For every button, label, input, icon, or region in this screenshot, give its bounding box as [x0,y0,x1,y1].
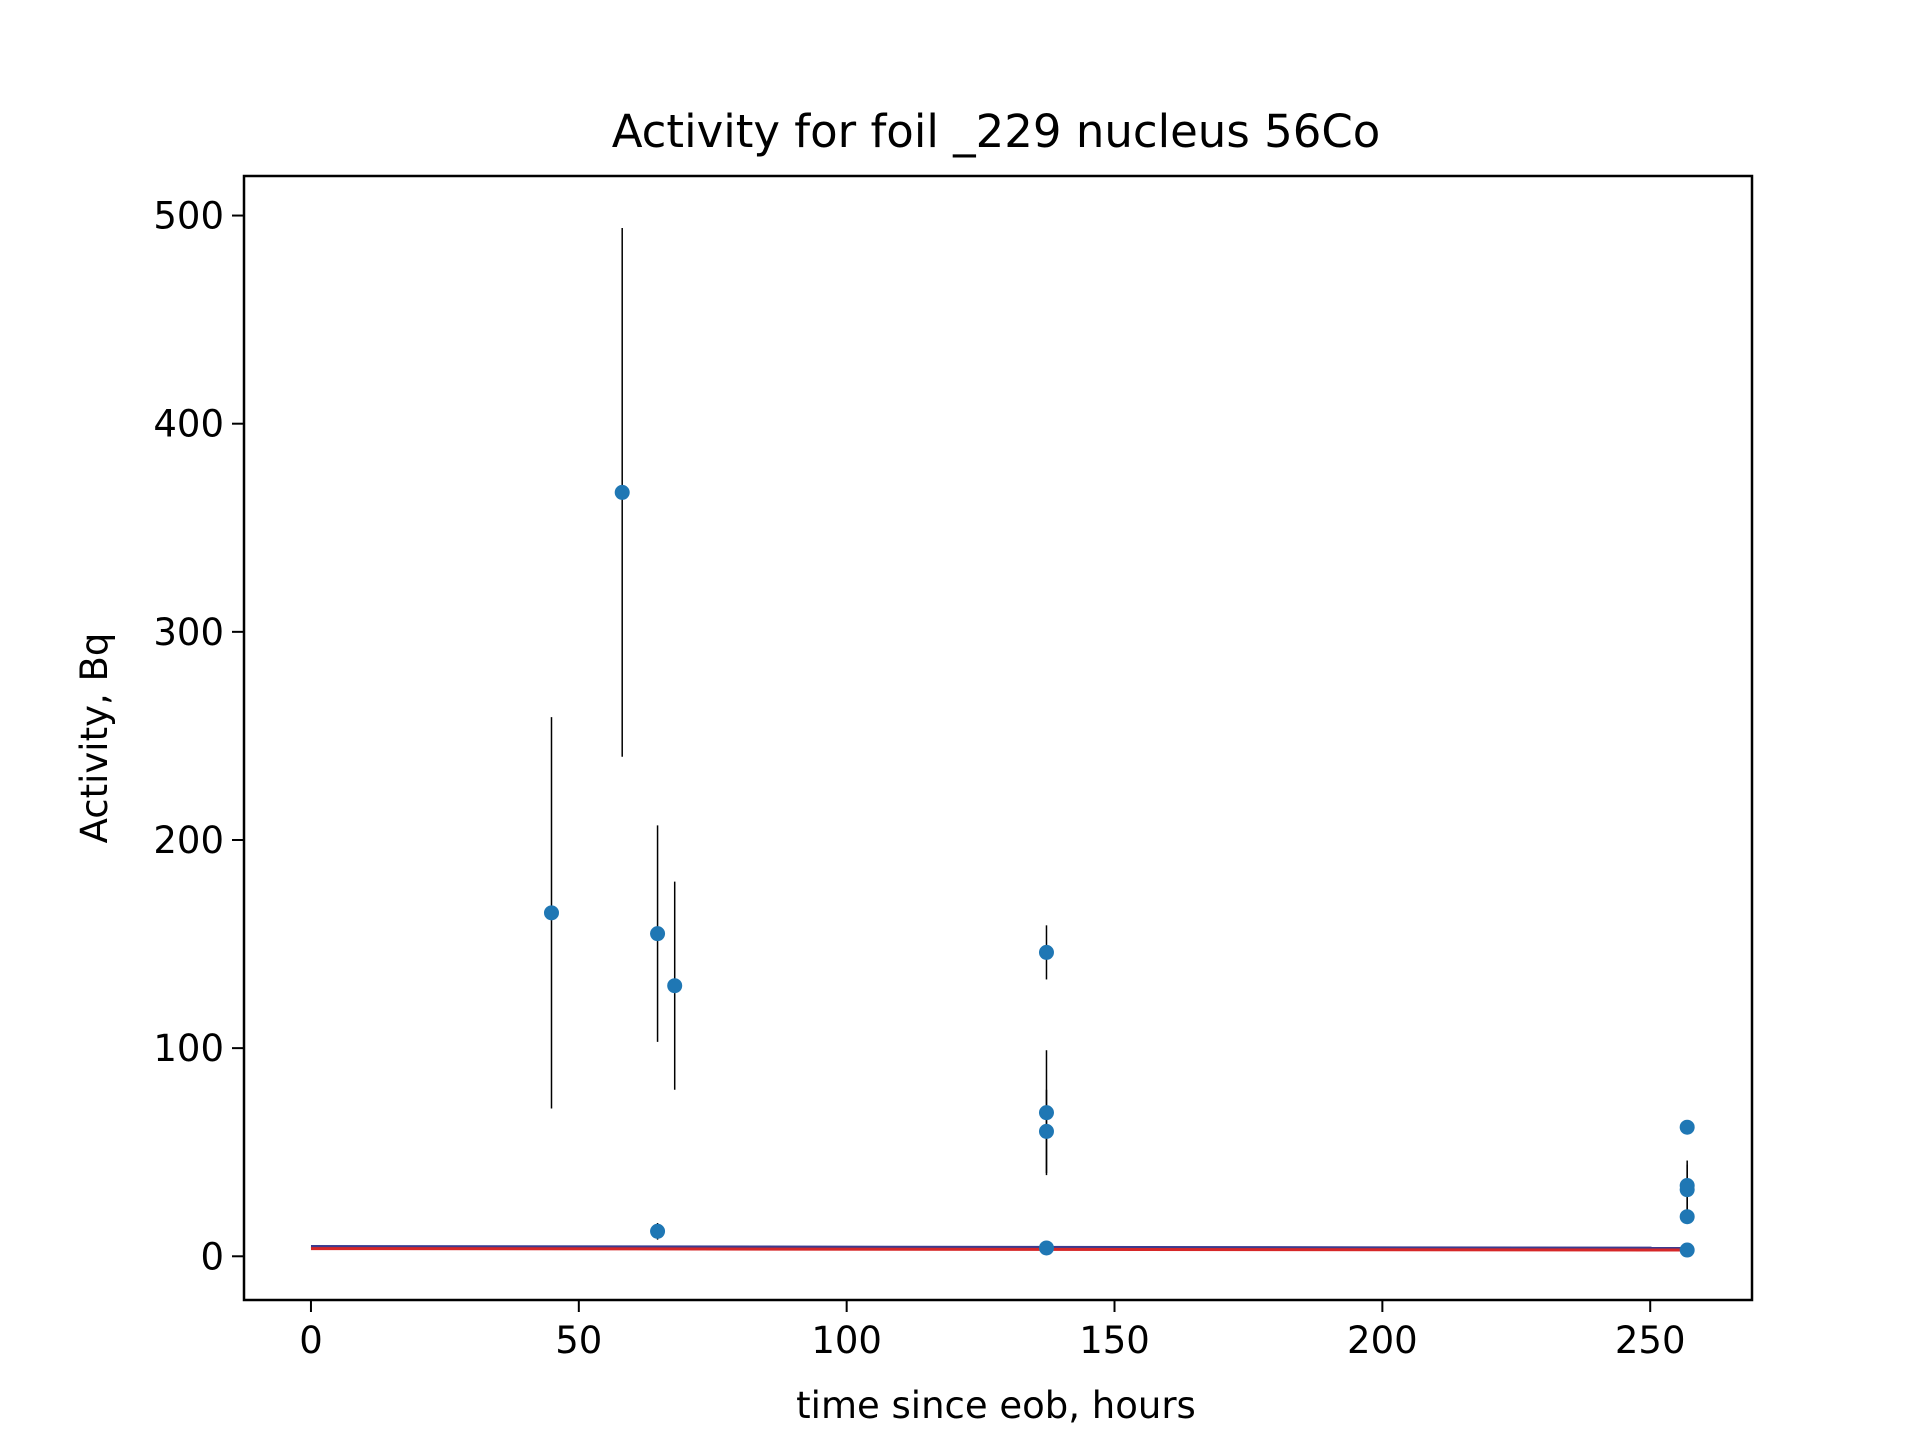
x-tick-label: 250 [1615,1319,1686,1362]
x-tick-label: 200 [1347,1319,1418,1362]
data-point [1679,1209,1695,1225]
x-tick-label: 0 [299,1319,323,1362]
data-point [1679,1182,1695,1198]
x-tick-label: 100 [811,1319,882,1362]
data-point [1038,1105,1054,1121]
plot-frame [242,174,1754,1302]
fit-line [310,1245,1688,1250]
x-axis: 0 50 100 150 200 250 [299,1300,1686,1362]
data-point [1679,1242,1695,1258]
data-point [614,484,630,500]
data-point [1679,1119,1695,1135]
y-tick-label: 400 [153,403,224,446]
y-axis: 0 100 200 300 400 500 [153,195,244,1278]
data-point [543,905,559,921]
data-point [650,926,666,942]
chart-title: Activity for foil _229 nucleus 56Co [612,105,1381,158]
data-point [1038,1240,1054,1256]
y-tick-label: 100 [153,1027,224,1070]
data-point [650,1223,666,1239]
y-tick-label: 500 [153,195,224,238]
x-tick-label: 50 [555,1319,602,1362]
y-tick-label: 0 [200,1235,224,1278]
x-axis-label: time since eob, hours [796,1384,1196,1427]
y-tick-label: 300 [153,611,224,654]
y-axis-label: Activity, Bq [73,633,116,844]
y-tick-label: 200 [153,819,224,862]
plot-area [310,228,1695,1258]
fit-line [310,1247,1688,1252]
data-point [1038,944,1054,960]
x-tick-label: 150 [1079,1319,1150,1362]
data-point [1038,1123,1054,1139]
data-point [667,978,683,994]
